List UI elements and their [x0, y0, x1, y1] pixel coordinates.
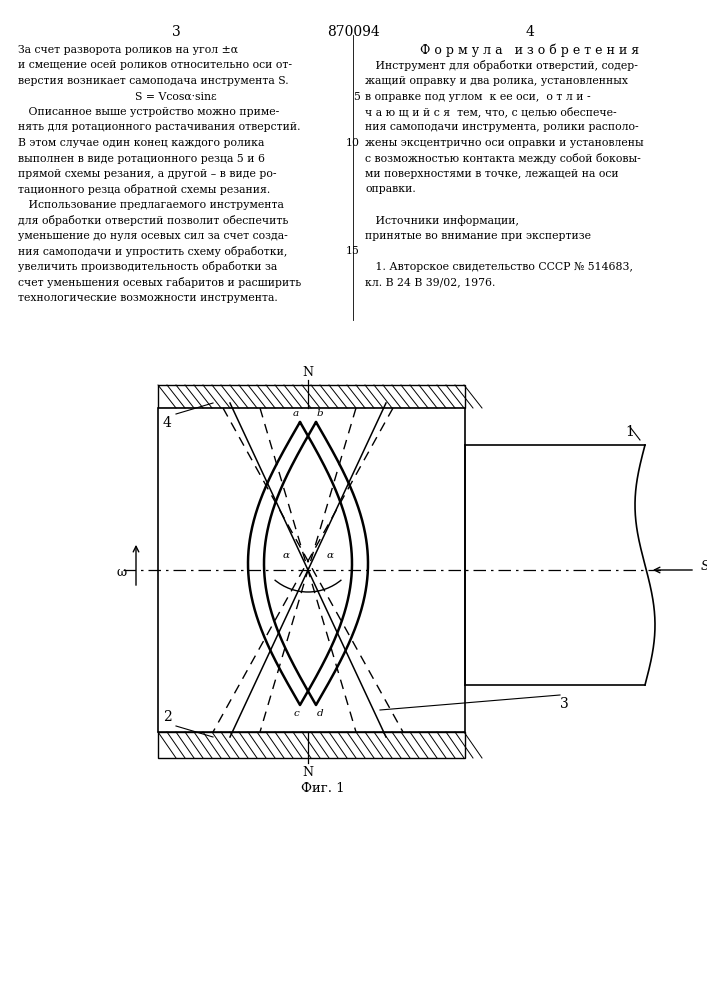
Text: Источники информации,: Источники информации, — [365, 215, 519, 226]
Text: 4: 4 — [163, 416, 172, 430]
Text: тационного резца обратной схемы резания.: тационного резца обратной схемы резания. — [18, 184, 270, 195]
Text: 15: 15 — [346, 246, 360, 256]
Text: S = Vcosα·sinε: S = Vcosα·sinε — [135, 92, 217, 102]
Text: Инструмент для обработки отверстий, содер-: Инструмент для обработки отверстий, соде… — [365, 60, 638, 71]
Text: уменьшение до нуля осевых сил за счет созда-: уменьшение до нуля осевых сил за счет со… — [18, 231, 288, 241]
Text: 3: 3 — [560, 697, 568, 711]
Text: счет уменьшения осевых габаритов и расширить: счет уменьшения осевых габаритов и расши… — [18, 277, 301, 288]
Text: 5: 5 — [353, 92, 360, 102]
Text: прямой схемы резания, а другой – в виде ро-: прямой схемы резания, а другой – в виде … — [18, 169, 276, 179]
Text: Использование предлагаемого инструмента: Использование предлагаемого инструмента — [18, 200, 284, 210]
Text: верстия возникает самоподача инструмента S.: верстия возникает самоподача инструмента… — [18, 76, 288, 86]
Text: S: S — [701, 560, 707, 572]
Text: ч а ю щ и й с я  тем, что, с целью обеспече-: ч а ю щ и й с я тем, что, с целью обеспе… — [365, 107, 617, 117]
Text: 870094: 870094 — [327, 25, 380, 39]
Text: c: c — [293, 709, 299, 718]
Text: N: N — [303, 766, 313, 778]
Text: За счет разворота роликов на угол ±α: За счет разворота роликов на угол ±α — [18, 45, 238, 55]
Text: принятые во внимание при экспертизе: принятые во внимание при экспертизе — [365, 231, 591, 241]
Text: В этом случае один конец каждого ролика: В этом случае один конец каждого ролика — [18, 138, 264, 148]
Text: N: N — [303, 365, 313, 378]
Polygon shape — [158, 408, 465, 732]
Text: a: a — [293, 409, 299, 418]
Text: ω: ω — [117, 566, 127, 578]
Text: кл. В 24 В 39/02, 1976.: кл. В 24 В 39/02, 1976. — [365, 277, 496, 288]
Text: выполнен в виде ротационного резца 5 и 6: выполнен в виде ротационного резца 5 и 6 — [18, 153, 265, 163]
Text: 2: 2 — [163, 710, 172, 724]
Text: 10: 10 — [346, 138, 360, 148]
Text: b: b — [317, 409, 324, 418]
Text: α: α — [283, 552, 289, 560]
Text: Ф о р м у л а   и з о б р е т е н и я: Ф о р м у л а и з о б р е т е н и я — [421, 43, 640, 57]
Text: и смещение осей роликов относительно оси от-: и смещение осей роликов относительно оси… — [18, 60, 292, 70]
Text: в оправке под углом  к ее оси,  о т л и -: в оправке под углом к ее оси, о т л и - — [365, 92, 590, 102]
Polygon shape — [158, 385, 465, 408]
Text: с возможностью контакта между собой боковы-: с возможностью контакта между собой боко… — [365, 153, 641, 164]
Text: нять для ротационного растачивания отверстий.: нять для ротационного растачивания отвер… — [18, 122, 300, 132]
Polygon shape — [158, 732, 465, 758]
Text: оправки.: оправки. — [365, 184, 416, 194]
Text: 1: 1 — [625, 425, 634, 439]
Text: технологические возможности инструмента.: технологические возможности инструмента. — [18, 293, 278, 303]
Text: для обработки отверстий позволит обеспечить: для обработки отверстий позволит обеспеч… — [18, 215, 288, 226]
Text: Описанное выше устройство можно приме-: Описанное выше устройство можно приме- — [18, 107, 279, 117]
Text: 1. Авторское свидетельство СССР № 514683,: 1. Авторское свидетельство СССР № 514683… — [365, 262, 633, 272]
Text: ния самоподачи и упростить схему обработки,: ния самоподачи и упростить схему обработ… — [18, 246, 287, 257]
Text: 3: 3 — [172, 25, 180, 39]
Text: Фиг. 1: Фиг. 1 — [301, 782, 345, 794]
Text: ния самоподачи инструмента, ролики располо-: ния самоподачи инструмента, ролики распо… — [365, 122, 638, 132]
Text: α: α — [327, 552, 334, 560]
Text: увеличить производительность обработки за: увеличить производительность обработки з… — [18, 261, 277, 272]
Text: ми поверхностями в точке, лежащей на оси: ми поверхностями в точке, лежащей на оси — [365, 169, 619, 179]
Text: жащий оправку и два ролика, установленных: жащий оправку и два ролика, установленны… — [365, 76, 628, 86]
Text: 4: 4 — [525, 25, 534, 39]
Text: d: d — [317, 709, 324, 718]
Text: жены эксцентрично оси оправки и установлены: жены эксцентрично оси оправки и установл… — [365, 138, 643, 148]
